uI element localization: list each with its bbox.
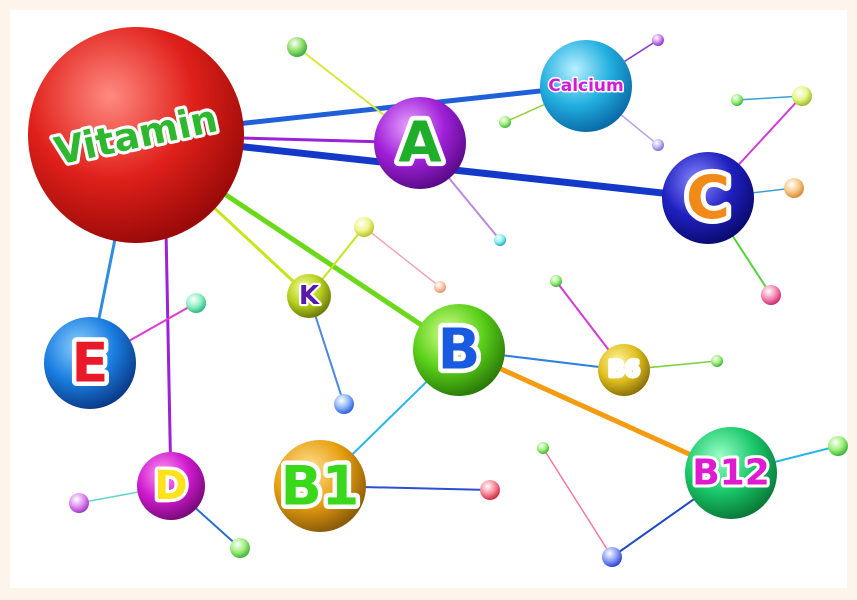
node-label: C (686, 163, 730, 233)
small-ball (537, 442, 549, 454)
small-ball (334, 394, 354, 414)
illustration: VitaminCalciumACKEBB6DB1B12 (0, 0, 857, 600)
small-ball (499, 116, 511, 128)
small-ball (230, 538, 250, 558)
small-ball (731, 94, 743, 106)
node-label: B (438, 318, 481, 383)
node-label: B1 (281, 455, 360, 518)
small-ball (69, 493, 89, 513)
node-label: B12 (692, 453, 770, 494)
small-ball (602, 547, 622, 567)
small-ball (792, 86, 812, 106)
small-ball (828, 436, 848, 456)
small-ball (287, 37, 307, 57)
small-ball (434, 281, 446, 293)
node-label: Calcium (548, 76, 624, 96)
node-label: B6 (608, 358, 640, 383)
node-label: A (398, 111, 442, 176)
small-ball (480, 480, 500, 500)
small-ball (186, 293, 206, 313)
small-ball (761, 285, 781, 305)
small-ball (354, 217, 374, 237)
small-ball (550, 275, 562, 287)
small-ball (784, 178, 804, 198)
small-ball (652, 139, 664, 151)
small-ball (711, 355, 723, 367)
small-ball (494, 234, 506, 246)
small-ball (652, 34, 664, 46)
node-label: D (154, 463, 187, 509)
node-label: E (72, 332, 109, 395)
node-label: K (299, 281, 320, 311)
